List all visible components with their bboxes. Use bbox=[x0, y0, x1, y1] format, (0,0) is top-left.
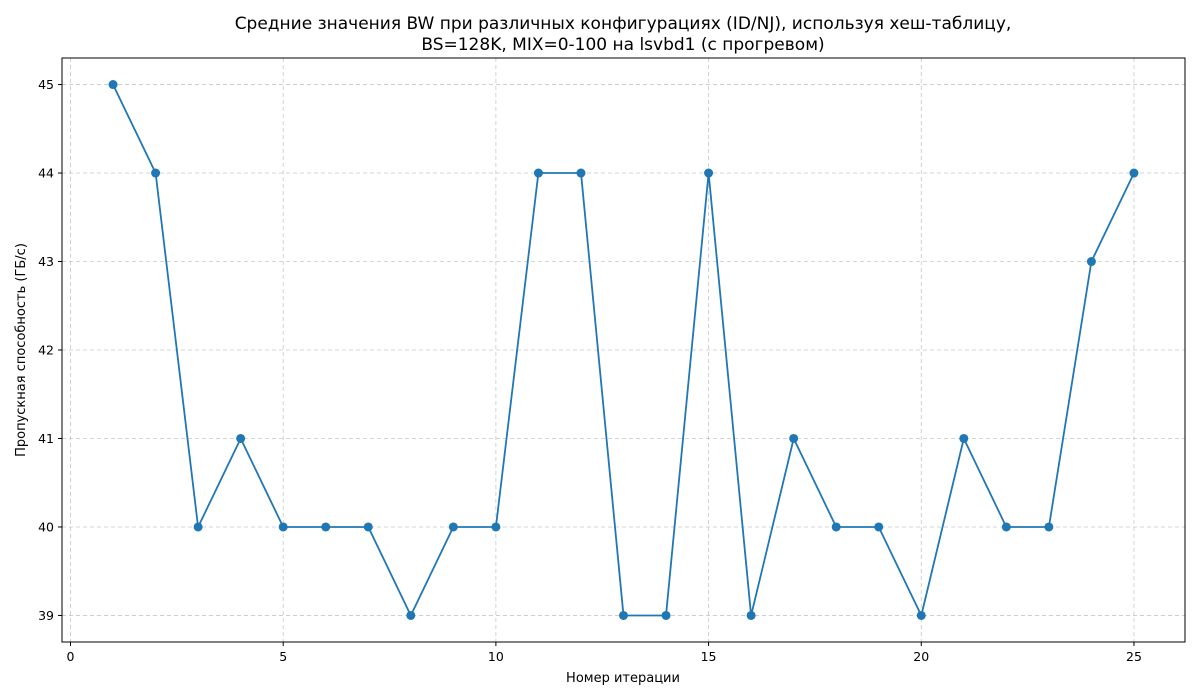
chart-title: Средние значения BW при различных конфиг… bbox=[235, 14, 1012, 55]
data-point bbox=[1001, 522, 1011, 532]
chart-title-line-1: Средние значения BW при различных конфиг… bbox=[235, 14, 1012, 34]
data-point bbox=[1129, 168, 1139, 178]
x-tick-label: 0 bbox=[67, 649, 75, 664]
data-point bbox=[236, 433, 246, 443]
x-axis: 0 5 10 15 20 25 bbox=[67, 642, 1142, 664]
data-point bbox=[661, 610, 671, 620]
y-tick-label: 40 bbox=[38, 519, 54, 534]
x-axis-label: Номер итерации bbox=[566, 671, 680, 686]
data-point bbox=[789, 433, 799, 443]
x-tick-label: 10 bbox=[488, 649, 504, 664]
data-point bbox=[704, 168, 714, 178]
data-point bbox=[448, 522, 458, 532]
y-tick-label: 39 bbox=[38, 608, 54, 623]
data-point bbox=[406, 610, 416, 620]
data-point bbox=[619, 610, 628, 620]
data-point bbox=[193, 522, 203, 532]
x-tick-label: 5 bbox=[279, 649, 287, 664]
y-tick-label: 41 bbox=[38, 431, 54, 446]
data-point bbox=[151, 168, 161, 178]
data-point bbox=[1086, 257, 1096, 267]
data-point bbox=[916, 610, 926, 620]
y-tick-label: 43 bbox=[38, 254, 54, 269]
data-point bbox=[108, 80, 118, 90]
y-tick-label: 44 bbox=[38, 166, 54, 181]
data-point bbox=[831, 522, 841, 532]
x-tick-label: 15 bbox=[701, 649, 717, 664]
data-point bbox=[959, 433, 969, 443]
data-point bbox=[1044, 522, 1054, 532]
x-tick-label: 20 bbox=[913, 649, 929, 664]
data-point bbox=[533, 168, 543, 178]
grid bbox=[62, 58, 1185, 642]
y-tick-label: 42 bbox=[38, 343, 54, 358]
data-point bbox=[321, 522, 331, 532]
series-group bbox=[108, 80, 1139, 620]
data-point bbox=[278, 522, 288, 532]
data-point bbox=[576, 168, 586, 178]
chart-title-line-2: BS=128K, MIX=0-100 на lsvbd1 (с прогрево… bbox=[421, 35, 824, 55]
y-axis: 39 40 41 42 43 44 45 bbox=[38, 77, 62, 623]
data-point bbox=[363, 522, 373, 532]
x-tick-label: 25 bbox=[1126, 649, 1142, 664]
data-point bbox=[746, 610, 756, 620]
data-point bbox=[491, 522, 501, 532]
data-point bbox=[874, 522, 884, 532]
y-axis-label: Пропускная способность (ГБ/с) bbox=[14, 243, 29, 457]
y-tick-label: 45 bbox=[38, 77, 54, 92]
